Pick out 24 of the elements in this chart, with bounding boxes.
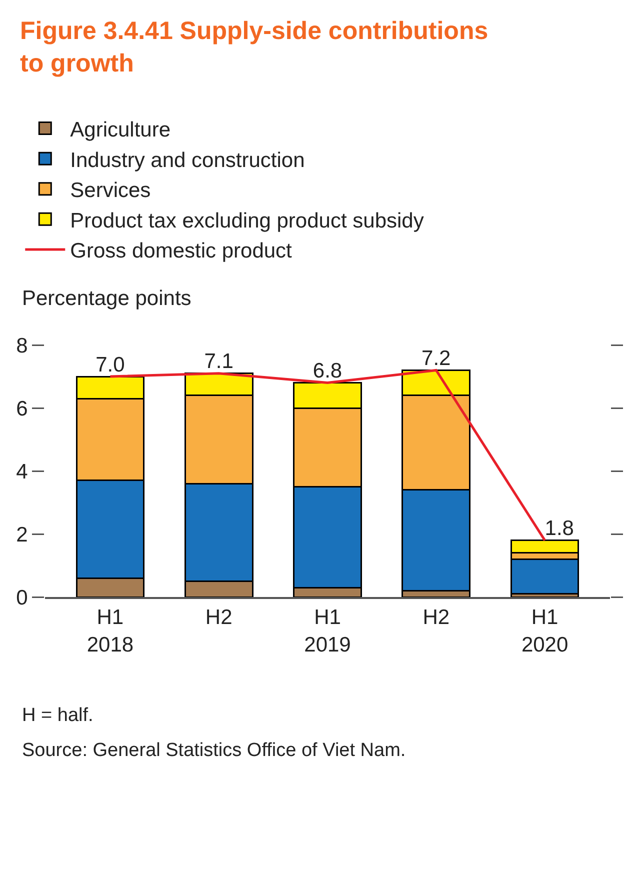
data-label: 1.8 [544,517,574,540]
x-tick-label: H2 [205,606,232,630]
legend-label: Services [70,179,151,202]
y-tick-label: 2 [16,523,28,546]
data-label: 6.8 [312,360,342,383]
x-tick-label: H1 2020 [521,606,568,656]
legend-label: Agriculture [70,118,171,142]
y-tick-label: 6 [16,397,28,420]
y-axis-title: Percentage points [22,287,192,310]
data-label: 7.1 [204,350,234,374]
y-tick-label: 4 [16,460,28,484]
x-tick-label: H1 2018 [86,606,134,656]
chart-title: Figure 3.4.41 Supply-side contributions to growth [20,17,488,78]
x-tick-label: H2 [422,606,450,630]
data-label: 7.0 [96,353,125,376]
data-label: 7.2 [422,346,451,370]
text: H = half. [22,705,94,726]
y-tick-label: 0 [16,586,28,610]
legend-label: Product tax excluding product subsidy [70,209,424,232]
source-note: Source: General Statistics Office of Viet Nam. [22,740,406,761]
x-tick-label: H1 2019 [304,606,351,656]
y-tick-label: 8 [16,334,28,358]
legend-label: Gross domestic product [70,240,292,263]
legend-label: Industry and construction [70,148,305,172]
